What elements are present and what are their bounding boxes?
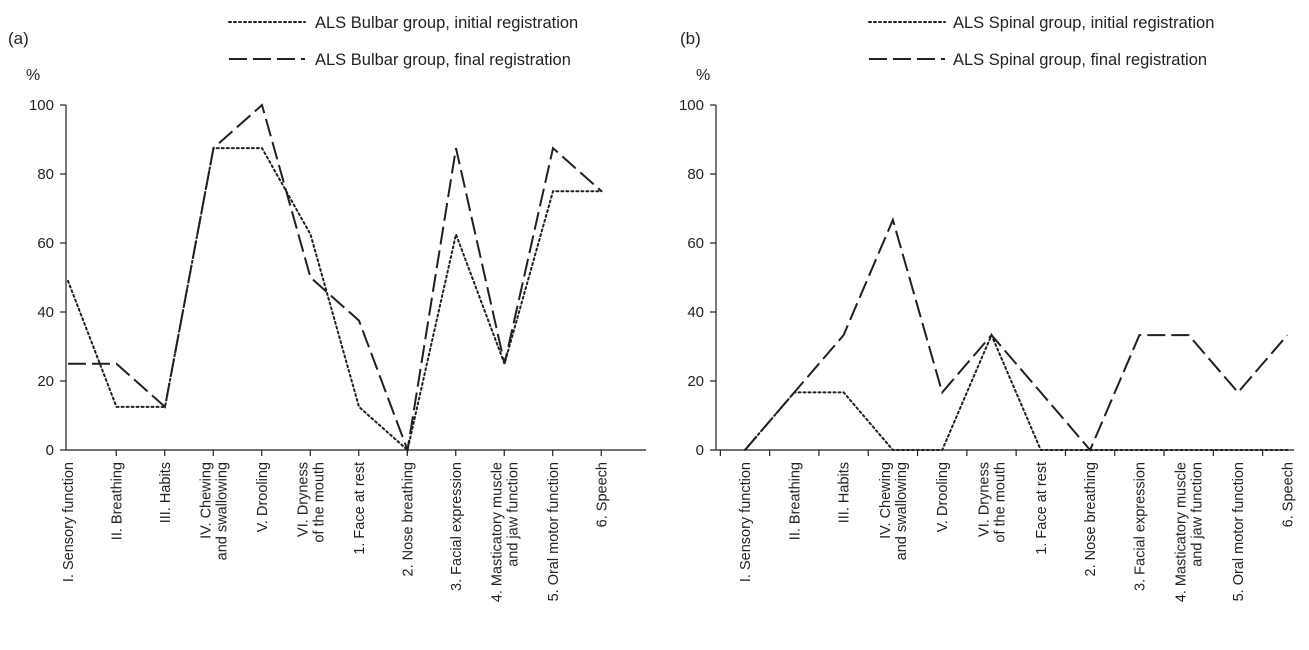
- y-tick-label: 100: [29, 97, 54, 114]
- x-category-label: 6. Speech: [1280, 462, 1296, 527]
- x-category-label: V. Drooling: [935, 462, 951, 532]
- y-tick-label: 100: [679, 97, 704, 114]
- x-category-label: 2. Nose breathing: [401, 462, 417, 576]
- y-unit-label: %: [26, 67, 40, 84]
- x-category-label: 3. Facial expression: [1132, 462, 1148, 591]
- x-category-label: V. Drooling: [255, 462, 271, 532]
- series-line-initial: [744, 332, 1289, 451]
- y-unit-label: %: [696, 67, 710, 84]
- x-category-label: VI. Drynessof the mouth: [296, 462, 328, 543]
- x-category-label: 3. Facial expression: [449, 462, 465, 591]
- x-category-label: IV. Chewingand swallowing: [199, 462, 231, 560]
- x-category-label: 1. Face at rest: [352, 462, 368, 555]
- series-line-final: [744, 216, 1289, 452]
- panel-a: (a)% 0 20 40 60 80 100 I. Sensory function II. B…: [8, 14, 646, 602]
- x-category-label: 5. Oral motor function: [546, 462, 562, 601]
- series-line-final: [68, 103, 603, 454]
- x-category-label: VI. Drynessof the mouth: [977, 462, 1009, 543]
- series-line-initial: [67, 147, 603, 452]
- x-category-label: I. Sensory function: [61, 462, 77, 582]
- x-category-label: III. Habits: [158, 462, 174, 523]
- x-category-label: 4. Masticatory muscleand jaw function: [490, 462, 522, 602]
- panel-label: (a): [8, 29, 29, 48]
- x-category-label: 4. Masticatory muscleand jaw function: [1174, 462, 1206, 602]
- y-tick-label: 80: [37, 166, 54, 183]
- x-category-label: II. Breathing: [110, 462, 126, 540]
- x-category-label: IV. Chewingand swallowing: [878, 462, 910, 560]
- x-category-label: 1. Face at rest: [1034, 462, 1050, 555]
- legend-label: ALS Bulbar group, initial registration: [315, 14, 578, 32]
- panel-label: (b): [680, 29, 701, 48]
- x-category-label: 5. Oral motor function: [1231, 462, 1247, 601]
- x-category-label: 6. Speech: [595, 462, 611, 527]
- y-tick-label: 0: [696, 442, 704, 459]
- legend-label: ALS Spinal group, initial registration: [953, 14, 1214, 32]
- legend-label: ALS Bulbar group, final registration: [315, 51, 571, 69]
- y-tick-label: 80: [687, 166, 704, 183]
- y-tick-label: 0: [46, 442, 54, 459]
- y-tick-label: 60: [687, 235, 704, 252]
- y-tick-label: 40: [687, 304, 704, 321]
- legend-label: ALS Spinal group, final registration: [953, 51, 1207, 69]
- x-category-label: III. Habits: [837, 462, 853, 523]
- y-tick-label: 20: [37, 373, 54, 390]
- y-tick-label: 40: [37, 304, 54, 321]
- x-category-label: 2. Nose breathing: [1083, 462, 1099, 576]
- panel-b: (b)% 0 20 40 60 80 100 I. Sensory function II. B…: [679, 14, 1296, 602]
- x-category-label: II. Breathing: [787, 462, 803, 540]
- y-tick-label: 60: [37, 235, 54, 252]
- y-tick-label: 20: [687, 373, 704, 390]
- x-category-label: I. Sensory function: [738, 462, 754, 582]
